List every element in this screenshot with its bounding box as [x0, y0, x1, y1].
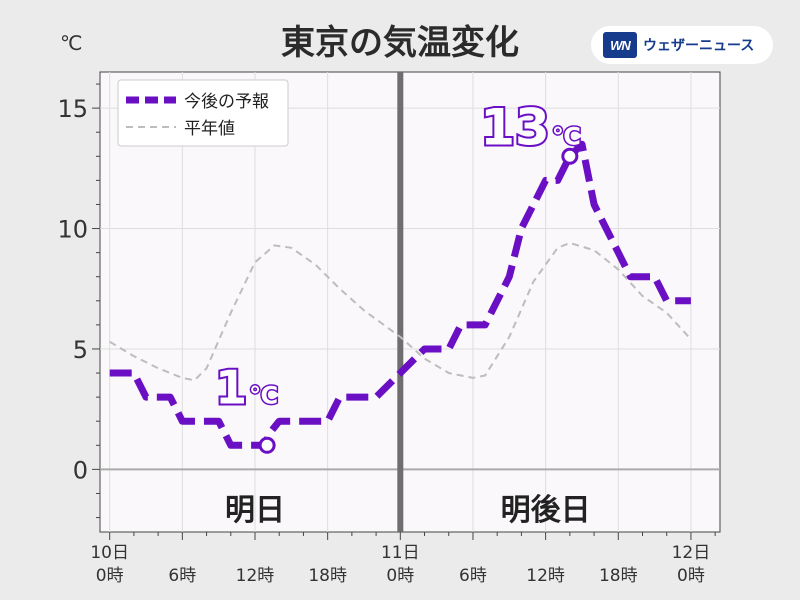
y-tick-label: 0 [73, 456, 88, 484]
series-normal-line [109, 241, 692, 382]
legend-box [117, 79, 289, 147]
weathernews-logo: WN [603, 32, 637, 58]
y-tick-label: 5 [73, 336, 88, 364]
plot-area: 0 5 10 15 10日 0時 6時 12時 18時 11日 0時 6時 12時 18時 12日 0時 明日 明… [57, 71, 721, 586]
plot-background [99, 71, 721, 533]
x-tick-label-day: 10日 [90, 543, 129, 563]
y-axis-unit: ℃ [60, 31, 82, 55]
y-tick-label: 15 [57, 95, 88, 123]
legend-label-normal: 平年値 [184, 119, 235, 139]
brand-badge: WN ウェザーニュース [591, 26, 773, 64]
y-tick-label: 10 [57, 216, 88, 244]
legend-label-forecast: 今後の予報 [184, 92, 269, 112]
period-label: 明後日 [501, 493, 591, 528]
x-tick-label-day: 12日 [672, 543, 711, 563]
annotation-value-min: 1 [215, 360, 247, 414]
x-tick-label-hour: 12時 [526, 566, 565, 586]
x-tick-label-hour: 12時 [236, 566, 275, 586]
x-tick-label-hour: 18時 [308, 566, 347, 586]
period-label: 明日 [225, 493, 285, 528]
series-forecast-line [109, 140, 691, 449]
x-tick-label-hour: 6時 [168, 566, 196, 586]
x-tick-label-hour: 6時 [459, 566, 487, 586]
x-tick-label-hour: 0時 [677, 566, 705, 586]
x-tick-label-hour: 0時 [96, 566, 124, 586]
annotation-marker-min [258, 436, 276, 454]
annotation-marker-max [561, 147, 579, 165]
chart-title: 東京の気温変化 [281, 23, 519, 63]
annotation-value-max: 13 [480, 98, 550, 156]
annotation-unit-max: ℃ [552, 122, 581, 150]
x-tick-label-day: 11日 [381, 543, 420, 563]
x-tick-label-hour: 0時 [386, 566, 414, 586]
x-tick-label-hour: 18時 [599, 566, 638, 586]
annotation-unit-min: ℃ [249, 381, 278, 409]
brand-name: ウェザーニュース [643, 38, 755, 54]
